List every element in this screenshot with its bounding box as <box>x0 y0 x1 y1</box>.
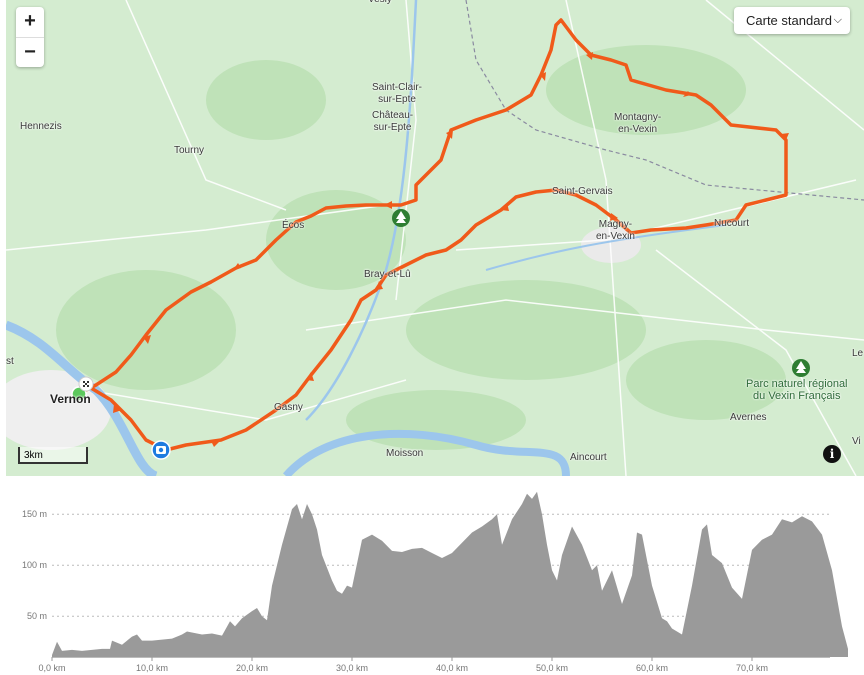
map-type-select[interactable]: Carte standard ⌵ <box>734 7 850 34</box>
info-button[interactable]: i <box>823 445 841 463</box>
place-label: Château- sur-Epte <box>372 110 414 133</box>
zoom-out-button[interactable]: − <box>16 37 44 68</box>
direction-arrows <box>113 52 789 447</box>
scale-bar: 3km <box>18 447 88 464</box>
chevron-down-icon: ⌵ <box>833 14 842 26</box>
x-tick-label: 30,0 km <box>336 663 368 673</box>
place-label: Vesly <box>368 0 392 6</box>
map-type-value: Carte standard <box>746 13 832 28</box>
camera-icon <box>156 446 166 454</box>
place-label: Saint-Gervais <box>552 186 613 197</box>
map-canvas <box>6 0 864 476</box>
place-label: Bray-et-Lû <box>364 269 411 280</box>
place-label: Gasny <box>274 402 303 413</box>
place-label: Le <box>852 348 864 359</box>
zoom-in-button[interactable]: + <box>24 10 36 32</box>
place-label: Montagny- en-Vexin <box>614 112 662 135</box>
place-label: Saint-Clair- sur-Epte <box>372 82 423 105</box>
x-tick-label: 10,0 km <box>136 663 168 673</box>
x-tick-label: 20,0 km <box>236 663 268 673</box>
seine-river-loop <box>282 429 570 476</box>
zoom-controls: + − <box>16 7 44 67</box>
aubette-river <box>485 224 727 271</box>
tree-icon <box>796 361 806 373</box>
place-label: Vi <box>852 436 861 447</box>
place-label: Écos <box>282 220 305 231</box>
epte-river <box>305 0 418 421</box>
elevation-chart[interactable]: 50 m 100 m 150 m 0,0 km 10,0 km 20,0 km 30,0 k… <box>0 476 864 675</box>
x-tick-label: 70,0 km <box>736 663 768 673</box>
y-tick-label: 100 m <box>22 560 47 570</box>
place-label: Avernes <box>730 412 767 423</box>
route-line[interactable] <box>84 18 788 452</box>
place-label: Aincourt <box>570 452 607 463</box>
place-label: Tourny <box>174 145 205 156</box>
x-tick-label: 40,0 km <box>436 663 468 673</box>
place-label: Parc naturel régional du Vexin Français <box>746 378 848 402</box>
y-tick-label: 150 m <box>22 509 47 519</box>
place-label: Moisson <box>386 448 424 459</box>
checkered-flag-icon <box>83 381 89 387</box>
x-tick-label: 50,0 km <box>536 663 568 673</box>
place-label: st <box>6 356 14 367</box>
place-label: Hennezis <box>20 121 62 132</box>
tree-icon <box>396 211 406 223</box>
roads <box>6 0 864 476</box>
place-label: Magny- en-Vexin <box>596 219 635 242</box>
y-tick-label: 50 m <box>27 611 47 621</box>
place-label: Vernon <box>50 392 91 406</box>
elevation-area <box>52 491 848 657</box>
department-boundary <box>465 0 864 201</box>
map[interactable]: Vesly Hennezis Tourny Saint-Clair- sur-Epte… <box>6 0 864 476</box>
x-tick-label: 60,0 km <box>636 663 668 673</box>
x-tick-label: 0,0 km <box>38 663 65 673</box>
place-label: Nucourt <box>714 218 750 229</box>
